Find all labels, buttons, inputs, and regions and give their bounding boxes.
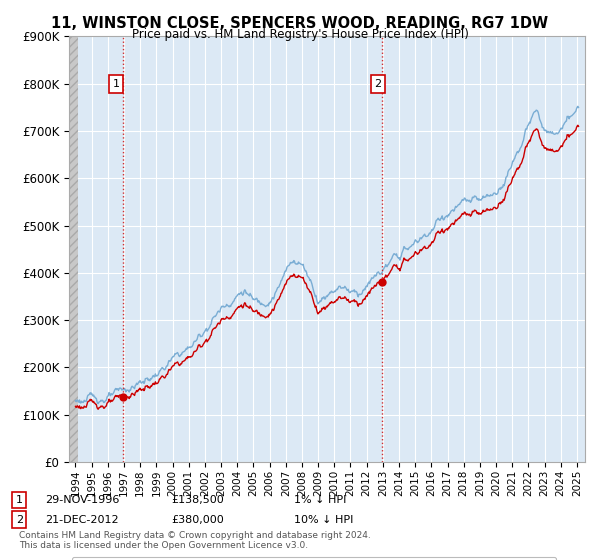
- Text: 21-DEC-2012: 21-DEC-2012: [45, 515, 119, 525]
- Text: £138,500: £138,500: [171, 495, 224, 505]
- Text: Price paid vs. HM Land Registry's House Price Index (HPI): Price paid vs. HM Land Registry's House …: [131, 28, 469, 41]
- Text: 2: 2: [16, 515, 23, 525]
- Text: 10% ↓ HPI: 10% ↓ HPI: [294, 515, 353, 525]
- Text: Contains HM Land Registry data © Crown copyright and database right 2024.
This d: Contains HM Land Registry data © Crown c…: [19, 530, 371, 550]
- Text: 11, WINSTON CLOSE, SPENCERS WOOD, READING, RG7 1DW: 11, WINSTON CLOSE, SPENCERS WOOD, READIN…: [52, 16, 548, 31]
- Text: 1: 1: [112, 79, 119, 88]
- Legend: 11, WINSTON CLOSE, SPENCERS WOOD, READING, RG7 1DW (detached house), HPI: Averag: 11, WINSTON CLOSE, SPENCERS WOOD, READIN…: [72, 557, 556, 560]
- Text: 1% ↓ HPI: 1% ↓ HPI: [294, 495, 346, 505]
- Text: 1: 1: [16, 495, 23, 505]
- Text: 29-NOV-1996: 29-NOV-1996: [45, 495, 119, 505]
- Bar: [69, 36, 78, 462]
- Text: 2: 2: [374, 79, 382, 88]
- Text: £380,000: £380,000: [171, 515, 224, 525]
